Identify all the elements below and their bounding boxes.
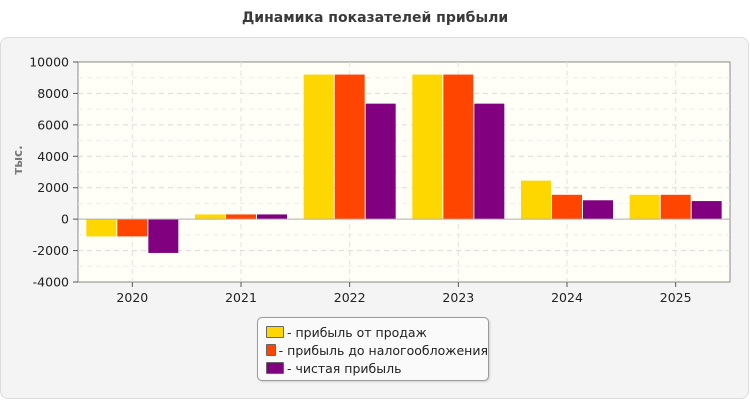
bar	[365, 103, 396, 220]
bar	[474, 103, 505, 220]
legend-swatch	[266, 362, 284, 374]
bar	[552, 194, 582, 220]
bar	[660, 194, 691, 220]
bar	[334, 74, 365, 220]
x-tick-label: 2024	[551, 290, 583, 305]
bar	[412, 74, 443, 220]
bar	[257, 214, 287, 220]
bar	[521, 180, 551, 220]
bar	[86, 219, 117, 237]
legend-item-sales-profit: - прибыль от продаж	[258, 323, 488, 341]
legend-item-pretax-profit: - прибыль до налогообложения	[258, 341, 488, 359]
y-tick-label: 2000	[37, 180, 69, 195]
bar	[303, 74, 334, 220]
x-tick-label: 2025	[660, 290, 692, 305]
bar	[195, 214, 225, 220]
x-tick-label: 2020	[116, 290, 148, 305]
y-tick-label: -4000	[33, 275, 69, 290]
x-tick-label: 2021	[225, 290, 257, 305]
legend: - прибыль от продаж - прибыль до налогоо…	[257, 317, 489, 381]
y-tick-label: 8000	[37, 86, 69, 101]
y-tick-label: 0	[61, 212, 69, 227]
x-axis-ticks: 2020 2021 2022 2023 2024 2025	[116, 282, 692, 305]
x-tick-label: 2022	[334, 290, 366, 305]
legend-label: - чистая прибыль	[287, 360, 402, 376]
y-tick-label: 6000	[37, 117, 69, 132]
y-tick-label: 10000	[29, 55, 69, 70]
legend-label: - прибыль от продаж	[287, 324, 427, 340]
y-tick-label: -2000	[33, 243, 69, 258]
y-axis-label: тыс.	[11, 145, 25, 174]
bar	[443, 74, 474, 220]
legend-swatch	[266, 326, 284, 338]
y-axis-ticks: -4000 -2000 0 2000 4000 6000 8000 10000	[29, 55, 78, 290]
bar	[117, 219, 148, 237]
bar	[691, 201, 722, 220]
x-tick-label: 2023	[442, 290, 474, 305]
bar	[148, 219, 179, 253]
legend-swatch	[266, 344, 276, 356]
y-tick-label: 4000	[37, 149, 69, 164]
chart-title: Динамика показателей прибыли	[241, 10, 509, 26]
bar	[583, 200, 613, 220]
bars	[86, 74, 722, 253]
legend-label: - прибыль до налогообложения	[278, 342, 488, 358]
bar	[629, 194, 660, 220]
bar	[226, 214, 256, 220]
legend-item-net-profit: - чистая прибыль	[258, 359, 488, 377]
